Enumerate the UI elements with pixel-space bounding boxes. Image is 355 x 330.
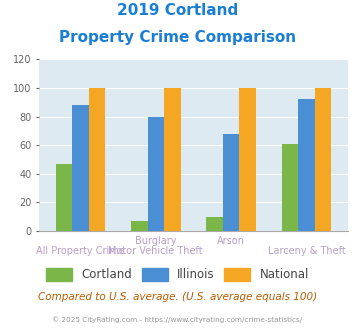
Bar (56, 164, 72, 231)
Text: 2019 Cortland: 2019 Cortland (117, 3, 238, 18)
Text: Arson: Arson (217, 236, 245, 246)
Text: Motor Vehicle Theft: Motor Vehicle Theft (109, 246, 203, 256)
Text: © 2025 CityRating.com - https://www.cityrating.com/crime-statistics/: © 2025 CityRating.com - https://www.city… (53, 317, 302, 323)
Text: Burglary: Burglary (135, 236, 176, 246)
Bar (131, 221, 148, 231)
Text: Property Crime Comparison: Property Crime Comparison (59, 30, 296, 45)
Bar (206, 217, 223, 231)
Legend: Cortland, Illinois, National: Cortland, Illinois, National (41, 263, 314, 286)
Text: All Property Crime: All Property Crime (36, 246, 125, 256)
Text: Compared to U.S. average. (U.S. average equals 100): Compared to U.S. average. (U.S. average … (38, 292, 317, 302)
Bar (315, 88, 331, 231)
Bar (239, 88, 256, 231)
Bar (148, 116, 164, 231)
Bar (72, 105, 89, 231)
Bar (223, 134, 239, 231)
Bar (89, 88, 105, 231)
Bar (298, 99, 315, 231)
Text: Larceny & Theft: Larceny & Theft (268, 246, 345, 256)
Bar (282, 144, 298, 231)
Bar (164, 88, 181, 231)
